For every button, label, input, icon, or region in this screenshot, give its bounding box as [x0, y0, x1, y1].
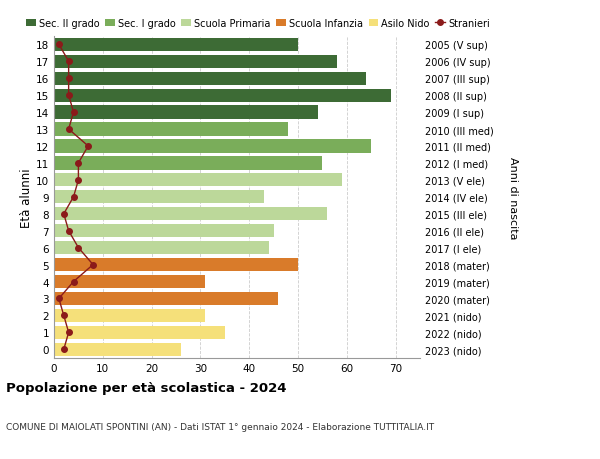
Bar — [54, 309, 205, 322]
Bar — [54, 56, 337, 69]
Bar — [54, 174, 342, 187]
Bar — [54, 292, 278, 305]
Text: Popolazione per età scolastica - 2024: Popolazione per età scolastica - 2024 — [6, 381, 287, 394]
Bar — [54, 343, 181, 356]
Bar — [54, 207, 327, 221]
Bar — [54, 106, 317, 119]
Y-axis label: Anni di nascita: Anni di nascita — [508, 156, 518, 239]
Legend: Sec. II grado, Sec. I grado, Scuola Primaria, Scuola Infanzia, Asilo Nido, Stran: Sec. II grado, Sec. I grado, Scuola Prim… — [26, 19, 490, 28]
Bar — [54, 241, 269, 255]
Bar — [54, 140, 371, 153]
Bar — [54, 123, 288, 136]
Bar — [54, 275, 205, 289]
Bar — [54, 73, 367, 85]
Bar — [54, 191, 264, 204]
Bar — [54, 326, 225, 339]
Bar — [54, 258, 298, 272]
Text: COMUNE DI MAIOLATI SPONTINI (AN) - Dati ISTAT 1° gennaio 2024 - Elaborazione TUT: COMUNE DI MAIOLATI SPONTINI (AN) - Dati … — [6, 422, 434, 431]
Bar — [54, 224, 274, 238]
Y-axis label: Età alunni: Età alunni — [20, 168, 33, 227]
Bar — [54, 90, 391, 102]
Bar — [54, 39, 298, 52]
Bar — [54, 157, 322, 170]
